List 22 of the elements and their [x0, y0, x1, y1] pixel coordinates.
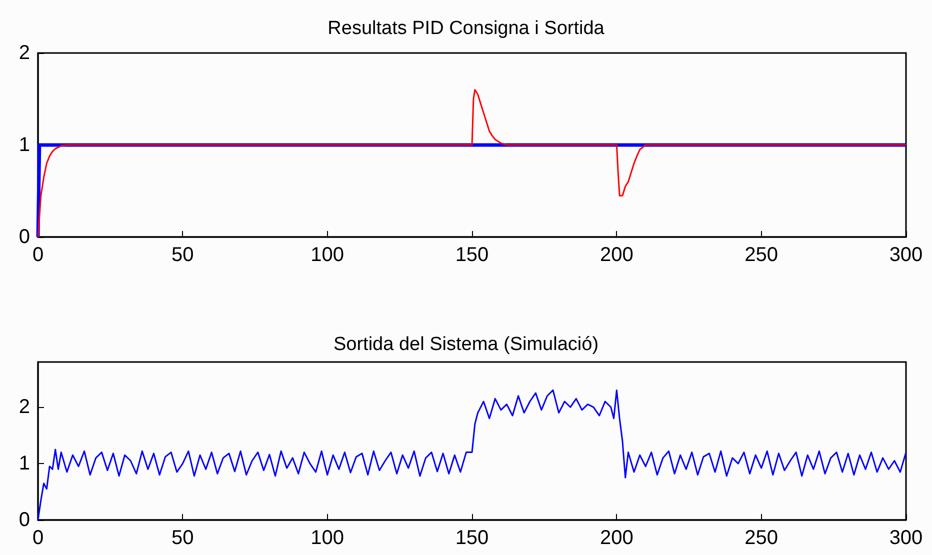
x-tick-label: 150	[455, 244, 489, 266]
x-tick-label: 150	[455, 527, 489, 549]
x-tick-label: 200	[600, 244, 634, 266]
x-tick-label: 50	[172, 527, 194, 549]
y-tick-label: 2	[18, 396, 30, 418]
x-tick-label: 50	[172, 244, 194, 266]
x-tick-label: 250	[744, 527, 778, 549]
y-tick-label: 0	[18, 509, 30, 531]
x-tick-label: 300	[889, 527, 923, 549]
chart-title: Sortida del Sistema (Simulació)	[333, 334, 599, 355]
y-tick-label: 1	[18, 452, 30, 475]
x-tick-label: 0	[32, 244, 44, 266]
x-tick-label: 0	[32, 527, 44, 549]
y-tick-label: 1	[18, 134, 30, 156]
x-tick-label: 100	[310, 527, 344, 549]
x-tick-label: 200	[600, 527, 634, 549]
y-tick-label: 2	[18, 42, 30, 64]
x-tick-label: 300	[889, 244, 923, 266]
x-tick-label: 250	[744, 244, 778, 266]
y-tick-label: 0	[18, 226, 30, 248]
x-tick-label: 100	[310, 244, 344, 266]
chart-title: Resultats PID Consigna i Sortida	[328, 18, 605, 39]
